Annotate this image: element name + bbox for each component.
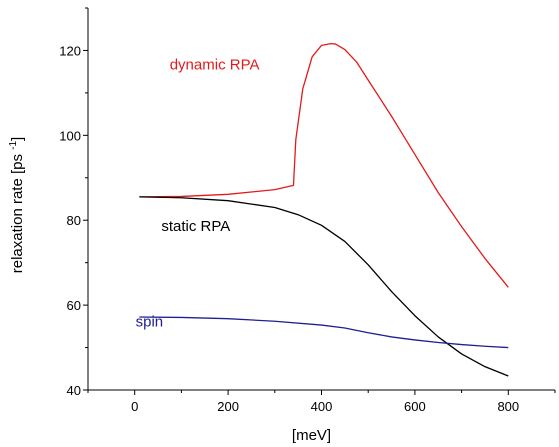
y-tick-label: 120 xyxy=(59,43,81,58)
series-line-static-rpa xyxy=(139,196,509,377)
series-line-spin xyxy=(139,316,509,349)
y-tick-label: 100 xyxy=(59,128,81,143)
y-tick-label: 60 xyxy=(67,298,81,313)
y-axis-label-main: relaxation rate [ps xyxy=(9,150,26,273)
series-line-dynamic-rpa xyxy=(139,43,509,288)
x-tick-label: 0 xyxy=(131,399,138,414)
chart-axes xyxy=(87,8,555,391)
y-axis-label-superscript: -1 xyxy=(8,141,19,150)
chart-ticks: 0 200 400 600 800 40 60 80 100 120 xyxy=(59,7,556,414)
x-tick-label: 800 xyxy=(497,399,519,414)
x-tick-label: 200 xyxy=(217,399,239,414)
y-tick-label: 80 xyxy=(67,213,81,228)
x-tick-label: 600 xyxy=(404,399,426,414)
chart-series xyxy=(139,43,509,377)
y-axis-label-close: ] xyxy=(9,137,26,141)
x-tick-label: 400 xyxy=(311,399,333,414)
y-axis-label: relaxation rate [ps -1] xyxy=(8,137,26,273)
x-axis-label: [meV] xyxy=(292,427,331,444)
series-annotation: static RPA xyxy=(161,218,230,235)
y-tick-label: 40 xyxy=(67,383,81,398)
series-annotation: dynamic RPA xyxy=(170,57,260,74)
series-annotation: spin xyxy=(136,313,164,330)
chart-labels: dynamic RPA static RPA spin [meV] relaxation… xyxy=(8,57,331,444)
